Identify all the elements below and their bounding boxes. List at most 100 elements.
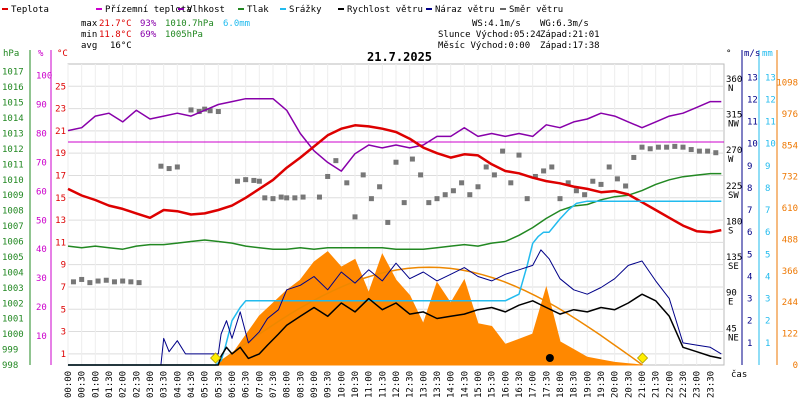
series-layer [67, 97, 724, 366]
series-line-rain [68, 200, 722, 366]
radiation-tick-label: 732 [782, 173, 798, 183]
wind-direction-mark [251, 177, 257, 183]
legend-label: Teplota [11, 5, 49, 15]
pressure-tick-label: 1006 [2, 238, 24, 248]
temperature-tick-label: 5 [61, 305, 66, 315]
direction-tick-label: 135 [726, 253, 742, 263]
time-tick-label: 07:30 [269, 371, 279, 398]
wind-direction-mark [672, 143, 678, 149]
rain-tick-label: 2 [765, 317, 770, 327]
time-tick-label: 00:00 [64, 371, 74, 398]
wind-tick-label: 8 [747, 184, 752, 194]
wind-direction-mark [284, 195, 290, 201]
wind-direction-mark [467, 192, 473, 198]
series-line-temperature [67, 124, 722, 234]
series-line-wind-gust [68, 249, 722, 366]
axes-layer: 9989991000100110021003100410051006100710… [2, 50, 798, 398]
direction-tick-label: NE [728, 333, 739, 343]
stat-min-hum: 69% [140, 30, 157, 40]
wind-direction-mark [393, 159, 399, 165]
radiation-tick-label: 122 [782, 330, 798, 340]
wind-direction-mark [120, 278, 126, 284]
wind-direction-mark [680, 144, 686, 150]
series-line-humidity [67, 97, 722, 172]
direction-tick-label: SW [728, 191, 739, 201]
wind-direction-mark [516, 152, 522, 158]
series-line-sun-elevation [215, 266, 643, 366]
rain-tick-label: 6 [765, 228, 770, 238]
pressure-tick-label: 1011 [2, 160, 24, 170]
time-tick-label: 14:00 [447, 371, 457, 398]
temperature-tick-label: 25 [55, 82, 66, 92]
humidity-tick-label: 50 [36, 216, 47, 226]
pressure-tick-label: 1007 [2, 222, 24, 232]
wind-direction-mark [352, 214, 358, 220]
wind-direction-mark [606, 164, 612, 170]
wind-tick-label: 1 [747, 339, 752, 349]
wind-direction-mark [278, 194, 284, 200]
wind-direction-mark [623, 183, 629, 189]
wind-direction-mark [87, 280, 93, 286]
direction-tick-label: 45 [726, 324, 737, 334]
wind-direction-mark [442, 192, 448, 198]
wind-direction-mark [333, 158, 339, 164]
wind-direction-mark [360, 172, 366, 178]
time-tick-label: 16:30 [515, 371, 525, 398]
time-tick-label: 20:30 [624, 371, 634, 398]
time-tick-label: 06:30 [242, 371, 252, 398]
wind-direction-mark [565, 180, 571, 186]
time-tick-label: 09:30 [324, 371, 334, 398]
time-tick-label: 05:00 [201, 371, 211, 398]
temperature-tick-label: 13 [55, 216, 66, 226]
direction-tick-label: 270 [726, 146, 742, 156]
humidity-tick-label: 30 [36, 274, 47, 284]
humidity-tick-label: 10 [36, 332, 47, 342]
legend: Teplota Přízemní teplota Vlhkost Tlak Sr… [2, 5, 563, 15]
wind-tick-label: 11 [747, 118, 758, 128]
wind-direction-mark [590, 178, 596, 184]
time-tick-label: 23:30 [706, 371, 716, 398]
time-tick-label: 06:00 [228, 371, 238, 398]
radiation-tick-label: 366 [782, 267, 798, 277]
moonset-marker [545, 354, 554, 362]
time-tick-label: 11:30 [378, 371, 388, 398]
time-tick-label: 02:30 [132, 371, 142, 398]
rain-tick-label: 1 [765, 339, 770, 349]
sun-marker [636, 352, 649, 364]
rain-tick-label: 12 [765, 95, 776, 105]
legend-label: Rychlost větru [347, 5, 423, 15]
humidity-tick-label: 70 [36, 158, 47, 168]
stat-avg-temp: 16°C [110, 41, 132, 51]
wind-direction-mark [292, 195, 298, 201]
temperature-tick-label: 17 [55, 171, 66, 181]
wind-direction-mark [418, 172, 424, 178]
pressure-tick-label: 1012 [2, 145, 24, 155]
wind-direction-mark [103, 277, 109, 283]
wind-tick-label: 10 [747, 140, 758, 150]
wind-direction-mark [202, 106, 208, 112]
wind-direction-mark [532, 173, 538, 179]
wind-direction-mark [166, 166, 172, 172]
wind-tick-label: 7 [747, 206, 752, 216]
wind-direction-mark [188, 107, 194, 113]
time-tick-label: 18:00 [556, 371, 566, 398]
legend-label: Srážky [289, 5, 322, 15]
time-tick-label: 12:00 [392, 371, 402, 398]
direction-tick-label: SE [728, 262, 739, 272]
wind-direction-mark [111, 279, 117, 285]
radiation-tick-label: 488 [782, 235, 798, 245]
time-tick-label: 21:30 [652, 371, 662, 398]
wind-direction-mark [459, 180, 465, 186]
radiation-tick-label: 976 [782, 110, 798, 120]
direction-tick-label: NW [728, 119, 739, 129]
radiation-tick-label: 0 [793, 361, 798, 371]
wind-direction-mark [705, 148, 711, 154]
wind-direction-mark [573, 188, 579, 194]
time-tick-label: 12:30 [406, 371, 416, 398]
time-tick-label: 19:30 [597, 371, 607, 398]
sun-marker [210, 352, 222, 364]
time-tick-label: 03:30 [160, 371, 170, 398]
time-tick-label: 18:30 [570, 371, 580, 398]
time-tick-label: 04:30 [187, 371, 197, 398]
